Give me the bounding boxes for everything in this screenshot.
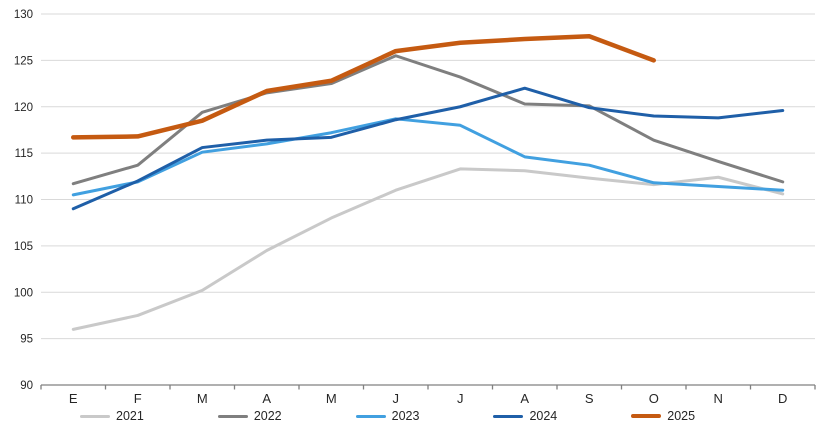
x-axis-label-6: J — [393, 391, 400, 403]
series-line-2024 — [71, 86, 785, 211]
y-axis-label-105: 105 — [14, 241, 33, 253]
legend-swatch-2022 — [217, 414, 248, 418]
y-axis-label-90: 90 — [20, 380, 33, 392]
y-axis-label-130: 130 — [14, 9, 33, 21]
y-axis-label-115: 115 — [15, 148, 33, 160]
y-axis-label-125: 125 — [14, 55, 33, 67]
legend-item-2024: 2024 — [493, 409, 557, 423]
x-axis-label-3: M — [197, 391, 208, 403]
legend-swatch-2024 — [493, 414, 524, 418]
y-axis-label-120: 120 — [14, 102, 33, 114]
y-axis-label-110: 110 — [15, 195, 33, 207]
legend-label-2023: 2023 — [391, 409, 420, 423]
chart-legend: 2021 2022 2023 2024 2025 — [0, 403, 820, 429]
x-axis-label-8: A — [520, 391, 529, 403]
legend-label-2025: 2025 — [667, 409, 696, 423]
x-axis-label-9: S — [585, 391, 594, 403]
legend-swatch-2023 — [355, 414, 386, 418]
x-axis-label-2: F — [134, 391, 142, 403]
chart-plot-area: 90 95 100 105 110 115 120 125 130 E F M A M J J A S O N D — [14, 9, 816, 406]
x-axis-label-10: O — [649, 391, 659, 403]
y-axis-label-100: 100 — [14, 287, 33, 299]
x-axis-label-11: N — [714, 391, 723, 403]
legend-swatch-2021 — [80, 414, 110, 418]
legend-label-2022: 2022 — [253, 409, 282, 423]
legend-swatch-2025 — [631, 413, 662, 419]
x-axis-label-12: D — [778, 391, 787, 403]
series-line-2023 — [71, 117, 785, 197]
y-axis-label-95: 95 — [20, 334, 33, 346]
legend-item-2025: 2025 — [631, 409, 695, 423]
series-line-2022 — [71, 54, 785, 186]
legend-item-2022: 2022 — [217, 409, 282, 423]
x-axis-label-4: A — [262, 391, 271, 403]
legend-label-2024: 2024 — [529, 409, 558, 423]
legend-item-2023: 2023 — [355, 409, 420, 423]
x-axis-label-1: E — [69, 391, 78, 403]
x-axis-label-5: M — [326, 391, 337, 403]
legend-label-2021: 2021 — [116, 409, 144, 423]
x-axis-label-7: J — [457, 391, 464, 403]
legend-item-2021: 2021 — [80, 409, 144, 423]
series-line-2025 — [71, 34, 656, 140]
series-line-2021 — [71, 167, 785, 331]
